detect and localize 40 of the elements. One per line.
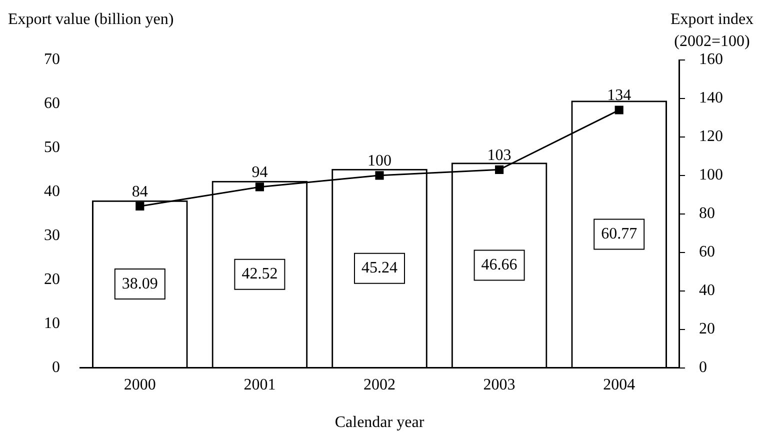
y-tick-label: 50 bbox=[44, 139, 60, 156]
y2-tick-label: 120 bbox=[699, 128, 723, 146]
y2-tick-label: 140 bbox=[699, 90, 723, 107]
data-label: 134 bbox=[607, 87, 632, 104]
y-tick-label: 40 bbox=[44, 183, 60, 200]
y2-tick-label: 80 bbox=[699, 205, 715, 222]
y-tick-label: 10 bbox=[44, 315, 60, 332]
data-label: 46.66 bbox=[481, 256, 518, 274]
y2-tick-label: 160 bbox=[699, 51, 723, 68]
x-tick-label: 2004 bbox=[603, 376, 636, 394]
x-tick-label: 2001 bbox=[244, 376, 276, 394]
y-tick-label: 60 bbox=[44, 95, 60, 112]
data-label: 103 bbox=[487, 146, 512, 164]
data-label: 60.77 bbox=[601, 225, 638, 242]
y-tick-label: 20 bbox=[44, 271, 60, 288]
y2-tick-label: 100 bbox=[699, 166, 723, 184]
y2-tick-label: 20 bbox=[699, 320, 715, 338]
data-label: 45.24 bbox=[362, 260, 398, 277]
point bbox=[136, 202, 144, 210]
y-tick-label: 0 bbox=[52, 359, 60, 376]
data-label: 38.09 bbox=[122, 275, 158, 292]
x-axis-title: Calendar year bbox=[334, 414, 425, 431]
x-tick-label: 2003 bbox=[483, 376, 516, 394]
point bbox=[255, 182, 264, 192]
y2-tick-label: 0 bbox=[699, 359, 707, 376]
point bbox=[495, 165, 504, 174]
y-tick-label: 70 bbox=[44, 51, 60, 68]
x-tick-label: 2000 bbox=[124, 376, 156, 394]
data-label: 94 bbox=[252, 164, 268, 182]
y2-tick-label: 40 bbox=[699, 282, 715, 300]
y-axis-title: Export value (billion yen) bbox=[8, 11, 174, 28]
x-tick-label: 2002 bbox=[364, 376, 396, 394]
data-label: 100 bbox=[368, 152, 392, 170]
point bbox=[375, 171, 384, 180]
y2-axis-title: Export index (2002=100) bbox=[670, 11, 754, 50]
y-tick-label: 30 bbox=[44, 227, 60, 244]
data-label: 42.52 bbox=[242, 266, 278, 283]
y2-tick-label: 60 bbox=[699, 244, 715, 261]
point bbox=[614, 106, 624, 114]
data-label: 84 bbox=[132, 183, 148, 200]
